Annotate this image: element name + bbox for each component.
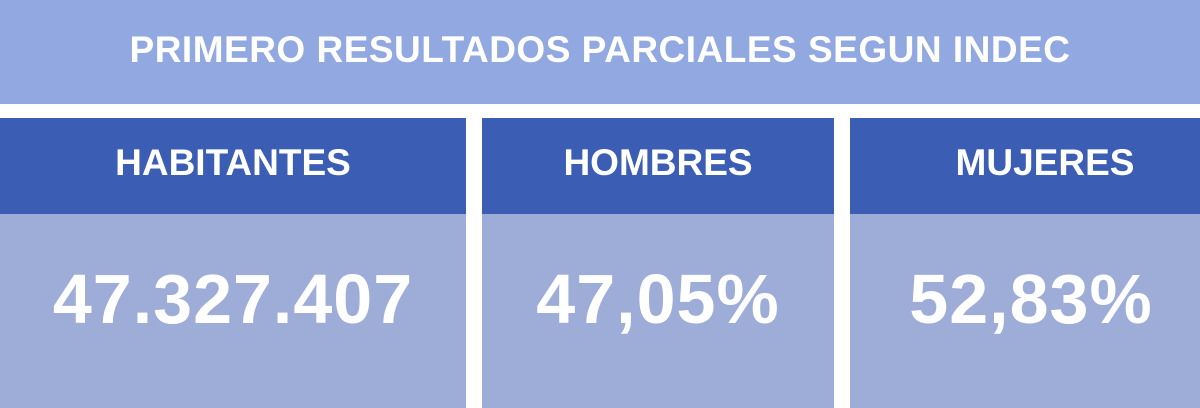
stat-card-header: MUJERES <box>850 118 1200 214</box>
stat-card-value: 47,05% <box>536 260 780 338</box>
stat-card-value: 52,83% <box>909 260 1153 338</box>
stat-card-label: HABITANTES <box>115 142 351 183</box>
stat-card-mujeres: MUJERES 52,83% <box>850 118 1200 408</box>
stat-card-habitantes: HABITANTES 47.327.407 <box>0 118 466 408</box>
page-title: PRIMERO RESULTADOS PARCIALES SEGUN INDEC <box>129 29 1071 70</box>
stat-card-value: 47.327.407 <box>52 260 414 338</box>
stat-card-header: HABITANTES <box>0 118 466 214</box>
stat-card-label: MUJERES <box>955 142 1135 183</box>
stat-card-body: 52,83% <box>850 214 1200 408</box>
stat-card-hombres: HOMBRES 47,05% <box>482 118 834 408</box>
stat-card-body: 47.327.407 <box>0 214 466 408</box>
stat-card-body: 47,05% <box>482 214 834 408</box>
stat-card-header: HOMBRES <box>482 118 834 214</box>
title-banner: PRIMERO RESULTADOS PARCIALES SEGUN INDEC <box>0 0 1200 104</box>
stat-card-label: HOMBRES <box>563 142 753 183</box>
